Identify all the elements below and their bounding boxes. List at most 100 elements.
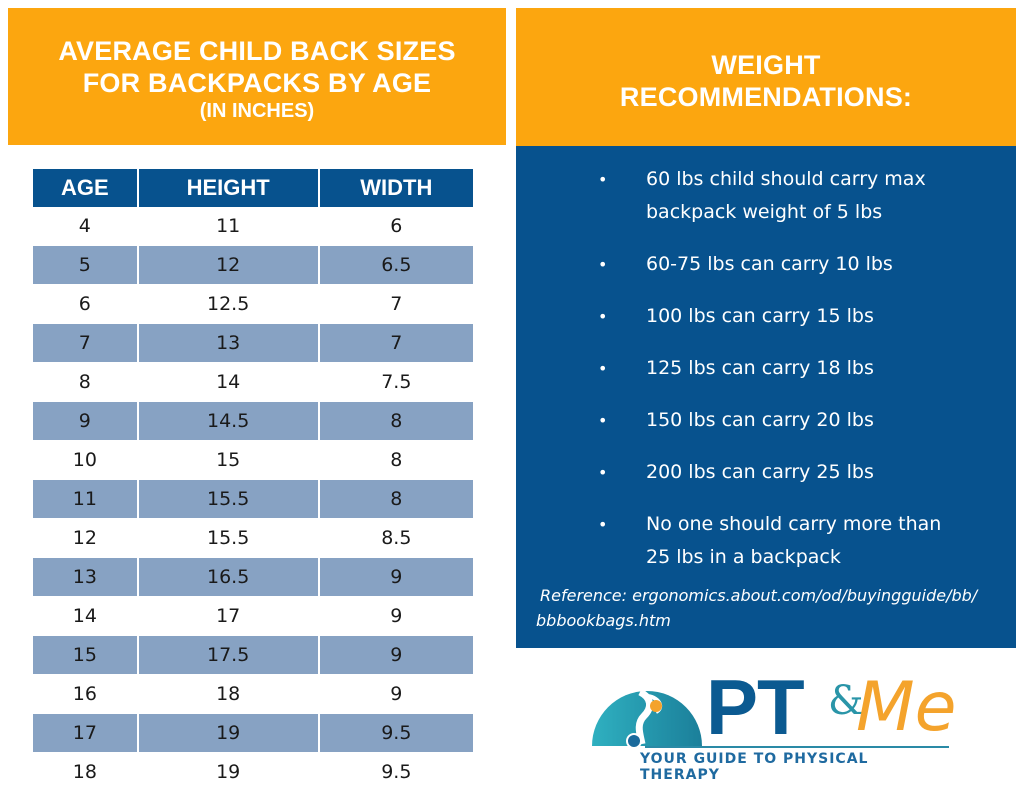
logo-pt-text: PT bbox=[706, 663, 805, 751]
weight-title-line1: WEIGHT bbox=[711, 50, 821, 80]
age-cell: 11 bbox=[33, 479, 139, 519]
height-cell: 15.5 bbox=[207, 527, 250, 549]
table-row: 17 19 9.5 bbox=[33, 713, 473, 753]
table-row: 11 15.5 8 bbox=[33, 479, 473, 519]
height-cell: 15 bbox=[216, 449, 241, 471]
width-cell: 6.5 bbox=[319, 245, 473, 285]
logo-me-text: Me bbox=[856, 668, 957, 747]
table-row: 10 15 8 bbox=[33, 441, 473, 479]
table-title-units: (IN INCHES) bbox=[199, 100, 315, 122]
age-cell: 14 bbox=[72, 605, 97, 627]
width-cell: 9 bbox=[319, 635, 473, 675]
age-cell: 8 bbox=[78, 371, 91, 393]
bullet-icon: • bbox=[598, 515, 608, 534]
width-cell: 9 bbox=[390, 683, 403, 705]
width-cell: 9 bbox=[319, 557, 473, 597]
width-cell: 9.5 bbox=[319, 713, 473, 753]
height-cell: 17 bbox=[216, 605, 241, 627]
age-cell: 5 bbox=[33, 245, 139, 285]
height-cell: 19 bbox=[138, 713, 320, 753]
width-cell: 9 bbox=[390, 605, 403, 627]
table-row: 4 11 6 bbox=[33, 207, 473, 245]
height-cell: 18 bbox=[216, 683, 241, 705]
table-row: 6 12.5 7 bbox=[33, 285, 473, 323]
recommendation-text: No one should carry more than bbox=[646, 513, 942, 535]
column-header-height: HEIGHT bbox=[138, 169, 320, 207]
height-cell: 15.5 bbox=[138, 479, 320, 519]
logo-ampersand: & bbox=[828, 678, 864, 724]
age-cell: 17 bbox=[33, 713, 139, 753]
age-cell: 18 bbox=[72, 761, 97, 783]
age-cell: 15 bbox=[33, 635, 139, 675]
recommendation-text: backpack weight of 5 lbs bbox=[646, 201, 883, 223]
table-row: 12 15.5 8.5 bbox=[33, 519, 473, 557]
age-cell: 6 bbox=[78, 293, 91, 315]
width-cell: 6 bbox=[390, 215, 403, 237]
age-cell: 7 bbox=[33, 323, 139, 363]
column-header-age: AGE bbox=[33, 169, 139, 207]
table-title-line2: FOR BACKPACKS BY AGE bbox=[82, 68, 432, 98]
recommendation-item: • No one should carry more than 25 lbs in … bbox=[516, 508, 1016, 574]
back-size-table: AGE HEIGHT WIDTH 4 11 6 5 12 6.5 6 12.5 7 7 13 7 8 14… bbox=[33, 169, 473, 791]
age-cell: 10 bbox=[72, 449, 97, 471]
logo-tagline: YOUR GUIDE TO PHYSICAL THERAPY bbox=[640, 751, 869, 783]
table-row: 13 16.5 9 bbox=[33, 557, 473, 597]
height-cell: 12.5 bbox=[207, 293, 250, 315]
table-header-row: AGE HEIGHT WIDTH bbox=[33, 169, 473, 207]
recommendation-item: • 200 lbs can carry 25 lbs bbox=[516, 456, 1016, 489]
recommendation-item: • 60-75 lbs can carry 10 lbs bbox=[516, 248, 1016, 281]
height-cell: 11 bbox=[216, 215, 241, 237]
height-cell: 16.5 bbox=[138, 557, 320, 597]
table-row: 18 19 9.5 bbox=[33, 753, 473, 791]
width-cell: 8 bbox=[390, 449, 403, 471]
bullet-icon: • bbox=[598, 411, 608, 430]
recommendation-list: • 60 lbs child should carry max backpack w… bbox=[516, 163, 1016, 593]
table-row: 16 18 9 bbox=[33, 675, 473, 713]
width-cell: 7 bbox=[319, 323, 473, 363]
reference-note: Reference: ergonomics.about.com/od/buyin… bbox=[536, 583, 1006, 633]
recommendation-text: 25 lbs in a backpack bbox=[646, 546, 841, 568]
reference-line2: bbbookbags.htm bbox=[536, 611, 671, 630]
weight-title-line2: RECOMMENDATIONS: bbox=[619, 82, 913, 112]
height-cell: 19 bbox=[216, 761, 241, 783]
logo-divider bbox=[645, 746, 949, 748]
width-cell: 7.5 bbox=[381, 371, 412, 393]
age-cell: 9 bbox=[33, 401, 139, 441]
width-cell: 8.5 bbox=[381, 527, 412, 549]
therapist-emblem-icon bbox=[592, 670, 702, 749]
height-cell: 17.5 bbox=[138, 635, 320, 675]
height-cell: 13 bbox=[138, 323, 320, 363]
recommendation-text: 60-75 lbs can carry 10 lbs bbox=[646, 253, 893, 275]
bullet-icon: • bbox=[598, 255, 608, 274]
recommendation-item: • 150 lbs can carry 20 lbs bbox=[516, 404, 1016, 437]
recommendation-text: 125 lbs can carry 18 lbs bbox=[646, 357, 874, 379]
bullet-icon: • bbox=[598, 463, 608, 482]
recommendation-item: • 60 lbs child should carry max backpack w… bbox=[516, 163, 1016, 229]
weight-title-banner: WEIGHT RECOMMENDATIONS: bbox=[516, 8, 1016, 146]
recommendation-text: 200 lbs can carry 25 lbs bbox=[646, 461, 874, 483]
height-cell: 12 bbox=[138, 245, 320, 285]
recommendation-text: 100 lbs can carry 15 lbs bbox=[646, 305, 874, 327]
table-row: 7 13 7 bbox=[33, 323, 473, 363]
age-cell: 13 bbox=[33, 557, 139, 597]
reference-line1: Reference: ergonomics.about.com/od/buyin… bbox=[540, 586, 978, 605]
table-row: 15 17.5 9 bbox=[33, 635, 473, 675]
width-cell: 8 bbox=[319, 479, 473, 519]
age-cell: 16 bbox=[72, 683, 97, 705]
column-header-width: WIDTH bbox=[319, 169, 473, 207]
height-cell: 14 bbox=[216, 371, 241, 393]
recommendation-text: 60 lbs child should carry max bbox=[646, 168, 926, 190]
pt-and-me-logo: PT & Me YOUR GUIDE TO PHYSICAL THERAPY bbox=[590, 663, 957, 783]
height-cell: 14.5 bbox=[138, 401, 320, 441]
table-row: 5 12 6.5 bbox=[33, 245, 473, 285]
table-row: 8 14 7.5 bbox=[33, 363, 473, 401]
table-row: 14 17 9 bbox=[33, 597, 473, 635]
bullet-icon: • bbox=[598, 307, 608, 326]
recommendation-item: • 125 lbs can carry 18 lbs bbox=[516, 352, 1016, 385]
width-cell: 9.5 bbox=[381, 761, 412, 783]
width-cell: 7 bbox=[390, 293, 403, 315]
recommendation-text: 150 lbs can carry 20 lbs bbox=[646, 409, 874, 431]
width-cell: 8 bbox=[319, 401, 473, 441]
table-title-line1: AVERAGE CHILD BACK SIZES bbox=[58, 36, 456, 66]
table-row: 9 14.5 8 bbox=[33, 401, 473, 441]
